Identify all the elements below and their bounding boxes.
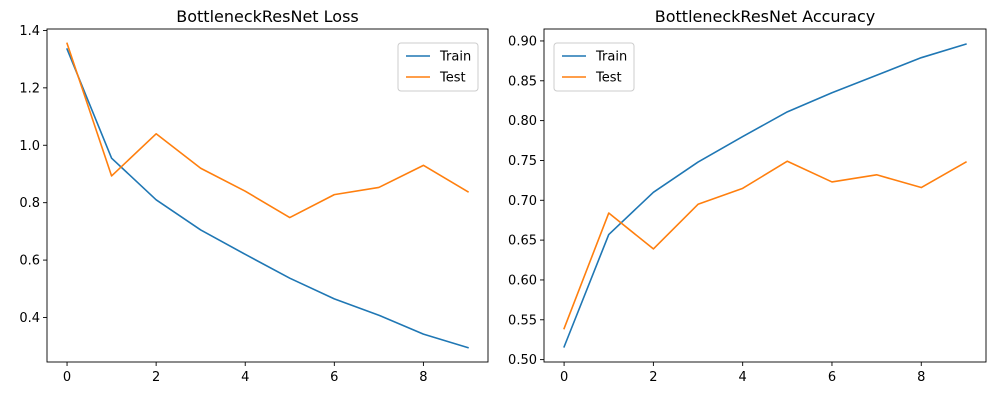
loss-x-tick-label: 4 <box>241 370 249 385</box>
loss-y-tick-label: 1.4 <box>19 24 40 39</box>
accuracy-y-tick-label: 0.70 <box>508 194 537 209</box>
accuracy-series-line-train <box>563 43 967 348</box>
accuracy-y-tick-label: 0.90 <box>508 34 537 49</box>
loss-y-tick-label: 0.8 <box>19 196 40 211</box>
loss-x-tick-label: 6 <box>330 370 338 385</box>
loss-x-tick-label: 0 <box>63 370 71 385</box>
accuracy-y-tick-label: 0.60 <box>508 273 537 288</box>
loss-axes-frame <box>46 28 489 363</box>
loss-series-line-train <box>66 48 469 349</box>
loss-y-tick-label: 1.0 <box>19 139 40 154</box>
loss-chart-panel: BottleneckResNet Loss 0 2 4 6 8 0.4 0.6 0.8 1.0 1.… <box>19 7 489 385</box>
loss-legend-label-train: Train <box>439 50 471 65</box>
accuracy-chart-panel: BottleneckResNet Accuracy 0 2 4 6 8 0.50 0.55 0.… <box>508 7 987 385</box>
accuracy-y-tick-label: 0.80 <box>508 114 537 129</box>
accuracy-x-tick-label: 8 <box>917 370 925 385</box>
accuracy-series-line-test <box>563 160 968 330</box>
loss-y-tick-label: 0.4 <box>19 311 40 326</box>
accuracy-legend-label-train: Train <box>595 50 627 65</box>
loss-legend-label-test: Test <box>439 71 466 86</box>
loss-x-tick-label: 8 <box>419 370 427 385</box>
loss-y-tick-label: 1.2 <box>19 81 40 96</box>
accuracy-x-tick-label: 0 <box>560 370 568 385</box>
loss-chart-title: BottleneckResNet Loss <box>176 7 359 26</box>
accuracy-y-tick-label: 0.75 <box>508 154 537 169</box>
loss-legend-box <box>397 42 479 92</box>
loss-y-tick-label: 0.6 <box>19 254 40 269</box>
accuracy-y-tick-label: 0.50 <box>508 353 537 368</box>
accuracy-legend-label-test: Test <box>595 71 622 86</box>
accuracy-x-tick-label: 4 <box>739 370 747 385</box>
accuracy-legend: Train Test <box>553 42 635 92</box>
accuracy-x-tick-label: 6 <box>828 370 836 385</box>
accuracy-x-tick-label: 2 <box>649 370 657 385</box>
accuracy-legend-box <box>553 42 635 92</box>
accuracy-y-tick-label: 0.55 <box>508 313 537 328</box>
loss-legend: Train Test <box>397 42 479 92</box>
accuracy-axes-frame <box>543 28 987 363</box>
accuracy-y-tick-label: 0.65 <box>508 234 537 249</box>
accuracy-chart-title: BottleneckResNet Accuracy <box>655 7 875 26</box>
loss-series-line-test <box>66 42 470 219</box>
loss-x-tick-label: 2 <box>152 370 160 385</box>
accuracy-y-tick-label: 0.85 <box>508 74 537 89</box>
